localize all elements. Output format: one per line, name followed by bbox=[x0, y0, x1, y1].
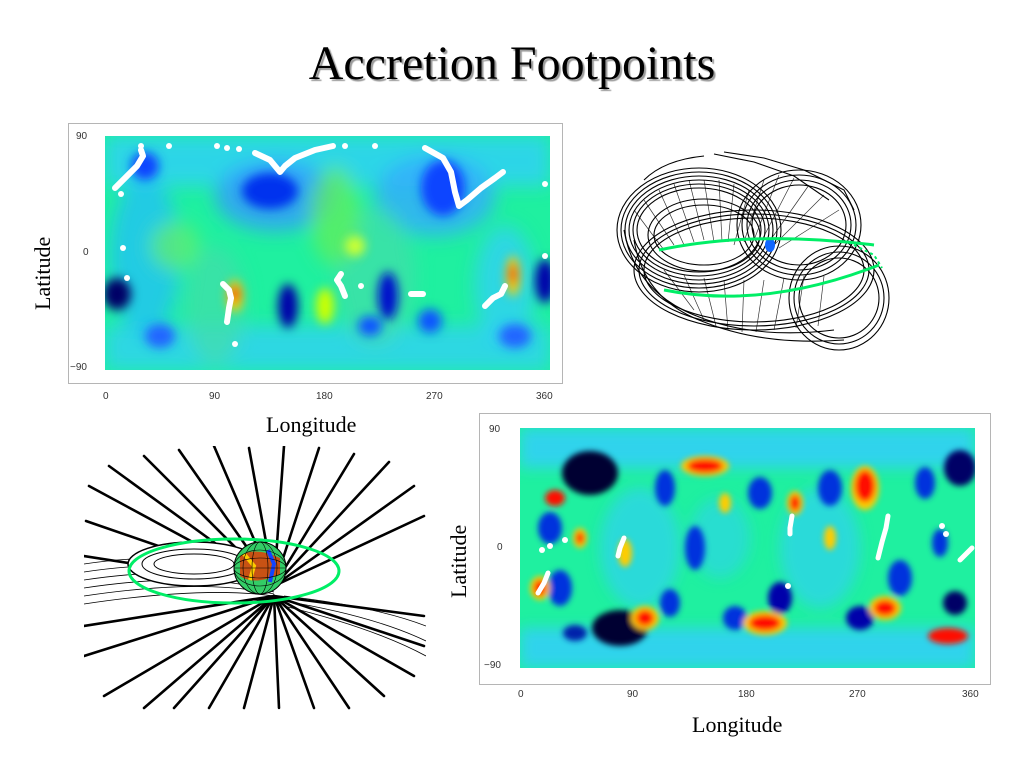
top-ytick-0: 0 bbox=[83, 247, 89, 258]
bottom-ytick-minus90: −90 bbox=[484, 660, 501, 671]
top-xtick-360: 360 bbox=[536, 391, 553, 402]
top-ylabel: Latitude bbox=[30, 236, 55, 310]
top-heatmap bbox=[105, 136, 550, 370]
bottom-xlabel: Longitude bbox=[692, 712, 783, 737]
bottom-xtick-360: 360 bbox=[962, 689, 979, 700]
bottom-ytick-90: 90 bbox=[489, 424, 501, 435]
bottom-left-field-lines bbox=[84, 446, 426, 710]
bottom-xtick-90: 90 bbox=[627, 689, 639, 700]
top-xtick-270: 270 bbox=[426, 391, 443, 402]
bottom-xtick-180: 180 bbox=[738, 689, 755, 700]
top-xtick-90: 90 bbox=[209, 391, 221, 402]
bottom-heatmap bbox=[520, 428, 975, 668]
slide-title: Accretion Footpoints bbox=[308, 37, 716, 90]
bottom-ylabel: Latitude bbox=[446, 524, 471, 598]
top-xtick-180: 180 bbox=[316, 391, 333, 402]
bottom-xtick-0: 0 bbox=[518, 689, 524, 700]
bottom-xtick-270: 270 bbox=[849, 689, 866, 700]
top-ytick-90: 90 bbox=[76, 131, 88, 142]
top-ytick-minus90: −90 bbox=[70, 362, 87, 373]
top-right-field-lines bbox=[604, 150, 894, 356]
bottom-ytick-0: 0 bbox=[497, 542, 503, 553]
top-xlabel: Longitude bbox=[266, 412, 357, 437]
top-xtick-0: 0 bbox=[103, 391, 109, 402]
